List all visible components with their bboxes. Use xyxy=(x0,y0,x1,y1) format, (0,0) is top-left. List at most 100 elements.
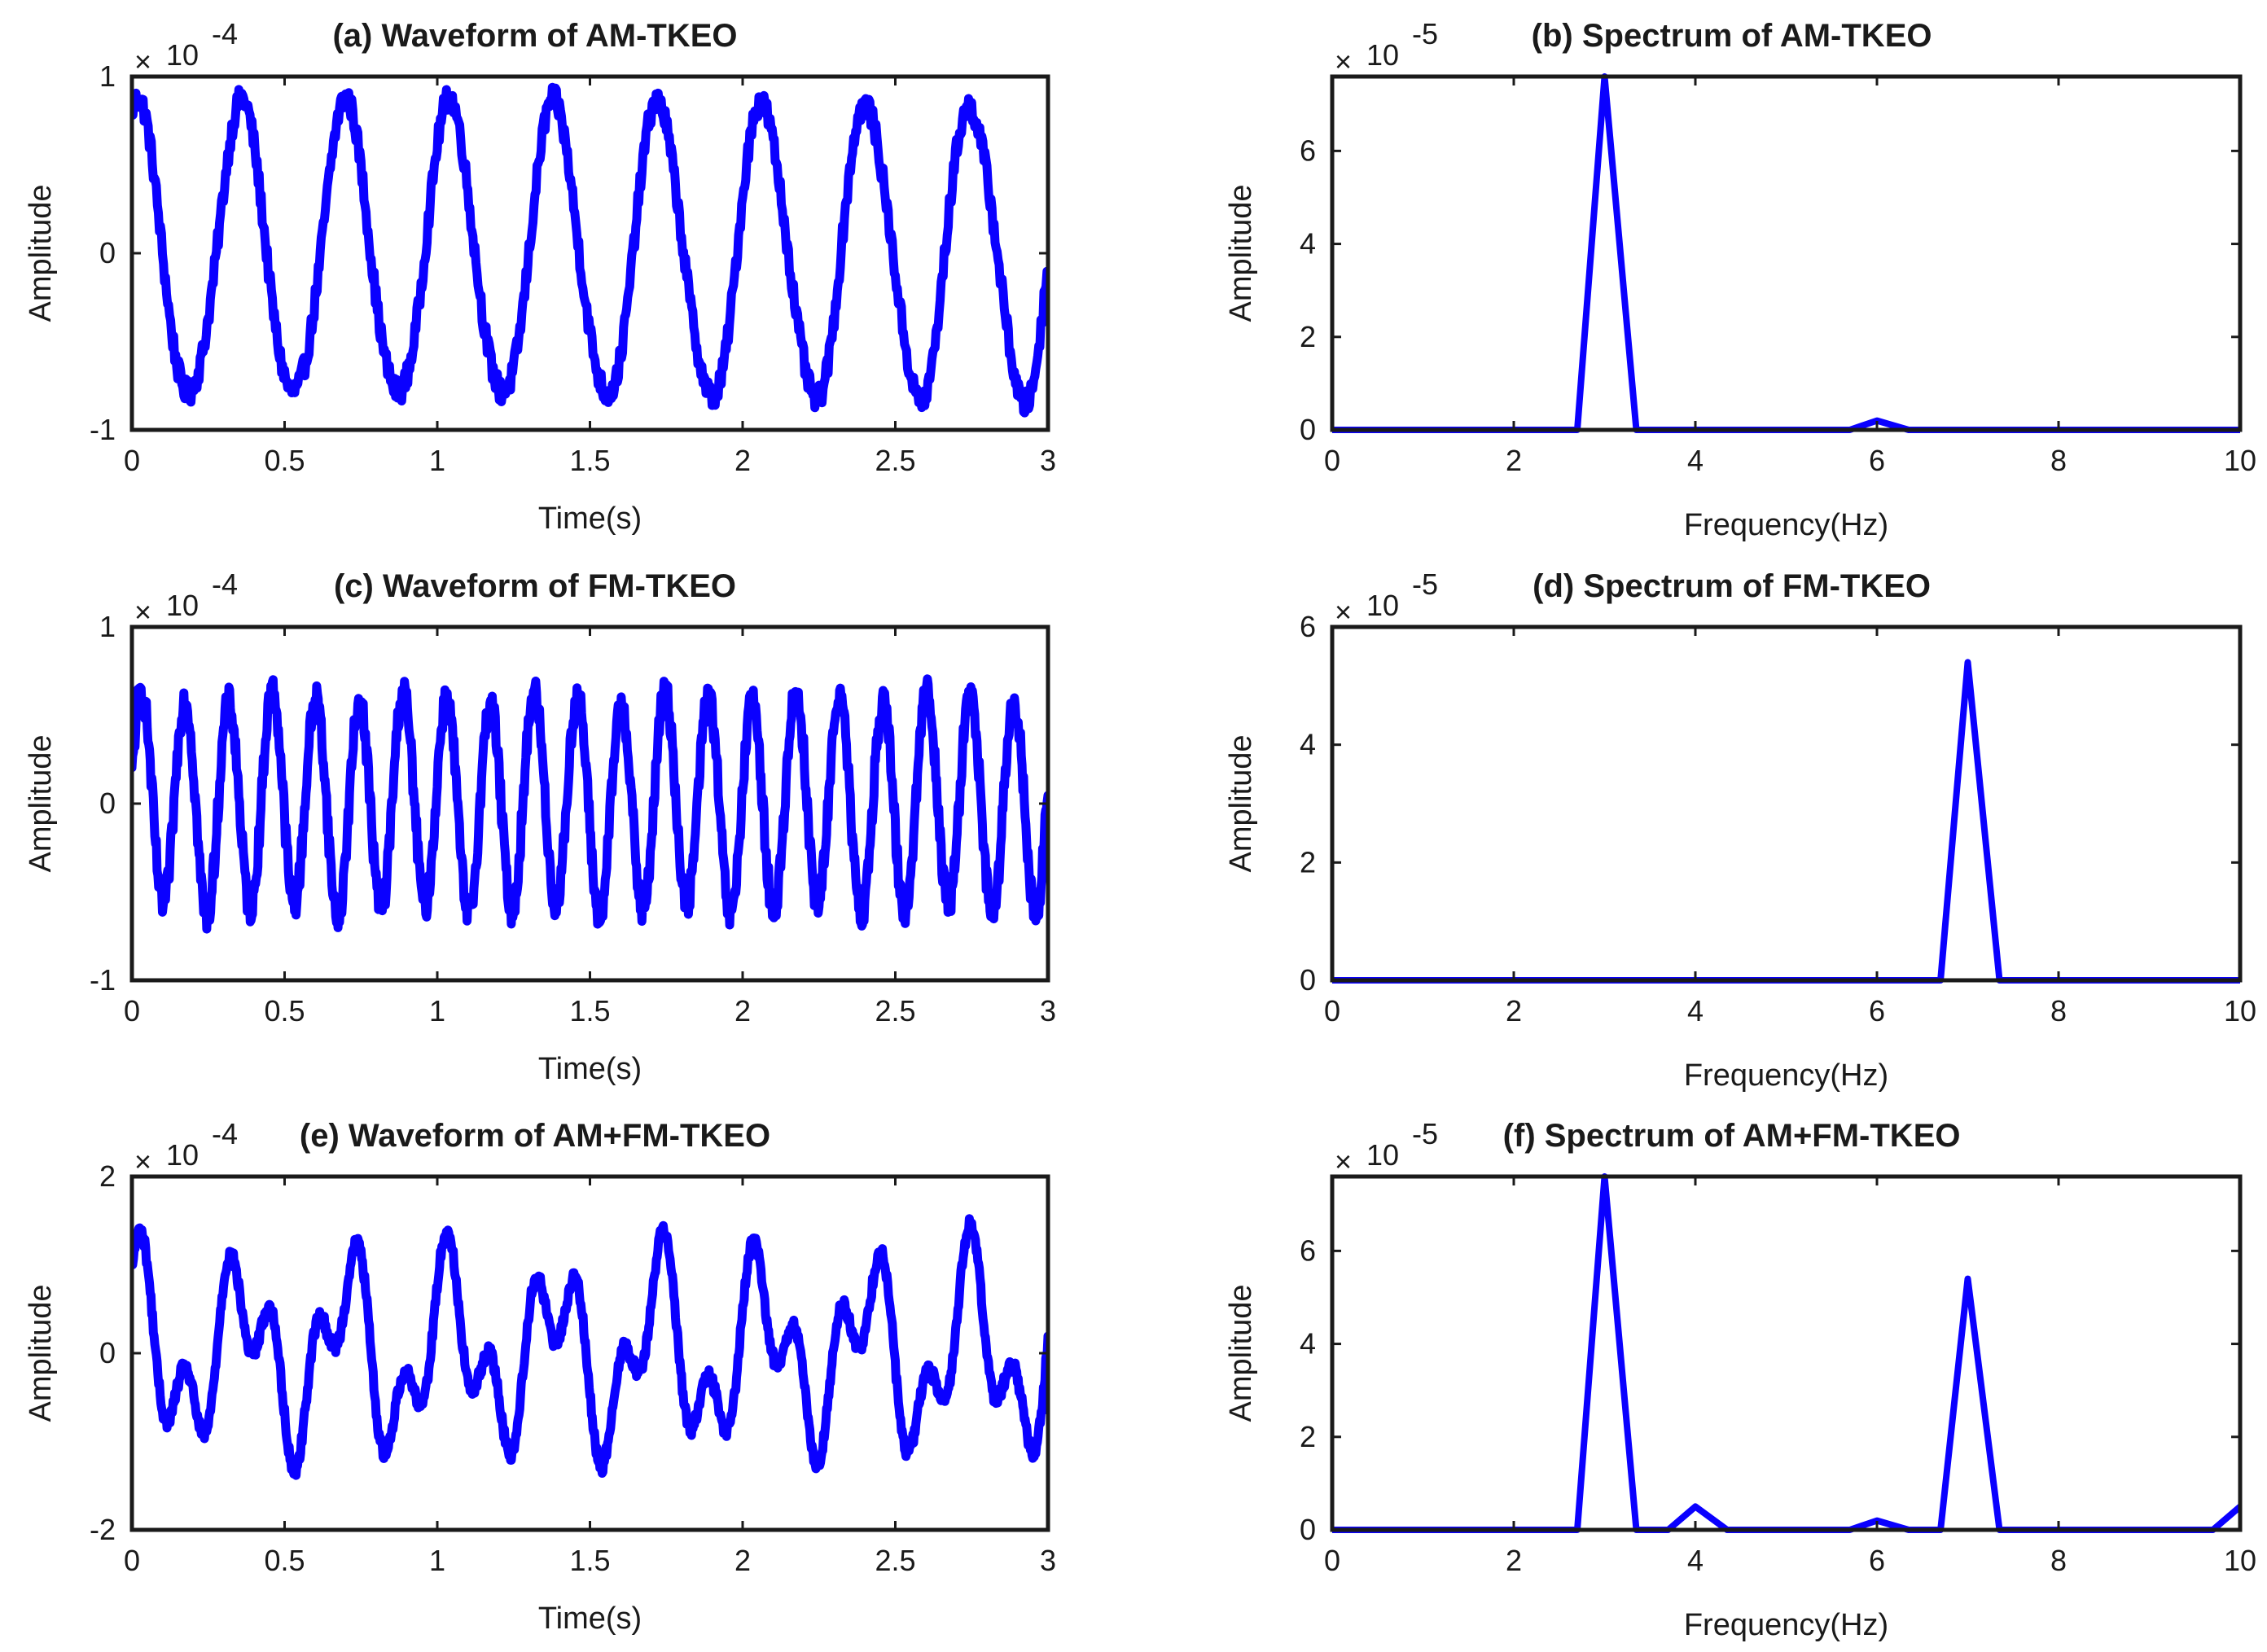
x-tick-label: 8 xyxy=(2050,994,2067,1028)
x-tick-label: 0.5 xyxy=(264,1544,305,1577)
panel-c: 0 0.5 1 1.5 2 2.5 3-101 × 10-4 (c) Waveform of FM… xyxy=(24,567,1056,1086)
x-axis-label: Frequency(Hz) xyxy=(1684,508,1888,542)
multiplier-base: 10 xyxy=(1366,1138,1399,1172)
multiplier-exponent: -5 xyxy=(1412,567,1438,601)
y-axis-label: Amplitude xyxy=(1224,735,1258,873)
y-tick-label: 0 xyxy=(99,787,116,820)
y-tick-label: 0 xyxy=(1300,413,1316,446)
y-tick-label: 6 xyxy=(1300,610,1316,643)
multiplier-exponent: -4 xyxy=(212,567,238,601)
y-tick-label: 1 xyxy=(99,610,116,643)
y-tick-label: 0 xyxy=(1300,1513,1316,1546)
multiplier-cross: × xyxy=(1335,45,1352,78)
x-tick-label: 0.5 xyxy=(264,994,305,1028)
chart-title: (f) Spectrum of AM+FM-TKEO xyxy=(1503,1118,1961,1154)
multiplier-cross: × xyxy=(134,1145,151,1178)
multiplier-cross: × xyxy=(134,45,151,78)
series-line-c xyxy=(132,674,1048,934)
x-tick-label: 4 xyxy=(1687,994,1704,1028)
x-tick-label: 6 xyxy=(1869,1544,1885,1577)
multiplier-cross: × xyxy=(1335,595,1352,629)
multiplier-base: 10 xyxy=(166,38,199,72)
x-tick-label: 3 xyxy=(1040,444,1056,477)
multiplier-exponent: -4 xyxy=(212,1117,238,1150)
x-tick-label: 4 xyxy=(1687,1544,1704,1577)
y-tick-label: 4 xyxy=(1300,728,1316,761)
y-tick-label: 4 xyxy=(1300,227,1316,261)
series-line-d xyxy=(1332,659,2240,984)
y-tick-label: 6 xyxy=(1300,134,1316,167)
chart-title: (e) Waveform of AM+FM-TKEO xyxy=(300,1118,770,1154)
x-tick-label: 2 xyxy=(734,444,751,477)
axes-box-d xyxy=(1330,624,2243,983)
panel-f: 0 2 4 6 8 10 0 2 4 6 × 10 -5 (f) Spectrum of AM+FM-TK… xyxy=(1224,1117,2256,1642)
axes-box-f xyxy=(1330,1174,2243,1532)
x-tick-label: 2 xyxy=(1506,1544,1522,1577)
x-tick-label: 2.5 xyxy=(875,444,915,477)
x-tick-label: 2.5 xyxy=(875,1544,915,1577)
y-tick-label: -2 xyxy=(90,1513,116,1546)
x-tick-label: 2 xyxy=(734,994,751,1028)
chart-title: (d) Spectrum of FM-TKEO xyxy=(1533,568,1931,604)
x-tick-label: 0.5 xyxy=(264,444,305,477)
x-tick-label: 2.5 xyxy=(875,994,915,1028)
y-axis-label: Amplitude xyxy=(24,1285,58,1422)
series-line-a xyxy=(132,82,1048,418)
y-tick-label: 2 xyxy=(1300,320,1316,353)
x-tick-label: 1.5 xyxy=(569,1544,610,1577)
multiplier-cross: × xyxy=(1335,1145,1352,1178)
x-tick-label: 10 xyxy=(2224,994,2256,1028)
x-tick-label: 2 xyxy=(1506,994,1522,1028)
series-line-b xyxy=(1332,73,2240,433)
x-tick-label: 8 xyxy=(2050,1544,2067,1577)
x-tick-label: 4 xyxy=(1687,444,1704,477)
x-tick-label: 8 xyxy=(2050,444,2067,477)
multiplier-base: 10 xyxy=(166,589,199,622)
x-tick-label: 6 xyxy=(1869,444,1885,477)
y-axis-label: Amplitude xyxy=(24,735,58,873)
x-tick-label: 10 xyxy=(2224,1544,2256,1577)
x-tick-label: 0 xyxy=(1324,994,1340,1028)
x-tick-label: 2 xyxy=(734,1544,751,1577)
y-tick-label: 2 xyxy=(1300,1420,1316,1453)
y-axis-label: Amplitude xyxy=(1224,185,1258,322)
panel-e: 0 0.5 1 1.5 2 2.5 3-202 × 10-4 (e) Waveform of AM… xyxy=(24,1117,1056,1636)
x-tick-label: 1.5 xyxy=(569,444,610,477)
x-tick-label: 1 xyxy=(429,1544,445,1577)
multiplier-exponent: -4 xyxy=(212,17,238,50)
x-tick-label: 0 xyxy=(124,994,140,1028)
y-tick-label: -1 xyxy=(90,963,116,997)
x-axis-label: Time(s) xyxy=(538,1052,642,1086)
multiplier-exponent: -5 xyxy=(1412,17,1438,50)
x-tick-label: 6 xyxy=(1869,994,1885,1028)
chart-title: (a) Waveform of AM-TKEO xyxy=(332,18,737,54)
y-tick-label: 0 xyxy=(1300,963,1316,997)
multiplier-cross: × xyxy=(134,595,151,629)
x-tick-label: 2 xyxy=(1506,444,1522,477)
x-tick-label: 1 xyxy=(429,444,445,477)
panel-d: 0 2 4 6 8 10 0 2 4 6 × 10 -5 (d) Spectrum of FM-TKEO F… xyxy=(1224,567,2256,1093)
x-axis-label: Time(s) xyxy=(538,1602,642,1636)
y-axis-label: Amplitude xyxy=(24,185,58,322)
x-tick-label: 0 xyxy=(124,444,140,477)
chart-title: (b) Spectrum of AM-TKEO xyxy=(1532,18,1932,54)
multiplier-exponent: -5 xyxy=(1412,1117,1438,1150)
x-tick-label: 0 xyxy=(1324,444,1340,477)
x-tick-label: 1 xyxy=(429,994,445,1028)
y-tick-label: 2 xyxy=(1300,845,1316,879)
panel-b: 0 2 4 6 8 10 0 2 4 6 × 10 -5 (b) Spectrum of AM-TKEO F… xyxy=(1224,17,2256,542)
y-tick-label: 0 xyxy=(99,1336,116,1369)
y-tick-label: 6 xyxy=(1300,1234,1316,1267)
series-line-f xyxy=(1332,1173,2240,1533)
multiplier-base: 10 xyxy=(1366,589,1399,622)
x-tick-label: 1.5 xyxy=(569,994,610,1028)
chart-title: (c) Waveform of FM-TKEO xyxy=(334,568,736,604)
x-tick-label: 0 xyxy=(124,1544,140,1577)
multiplier-base: 10 xyxy=(166,1138,199,1172)
y-tick-label: 1 xyxy=(99,59,116,93)
x-axis-label: Time(s) xyxy=(538,502,642,536)
x-tick-label: 3 xyxy=(1040,994,1056,1028)
y-axis-label: Amplitude xyxy=(1224,1285,1258,1422)
panel-a: 0 0.5 1 1.5 2 2.5 3-101 × 10-4 (a) Waveform of AM… xyxy=(24,17,1056,536)
